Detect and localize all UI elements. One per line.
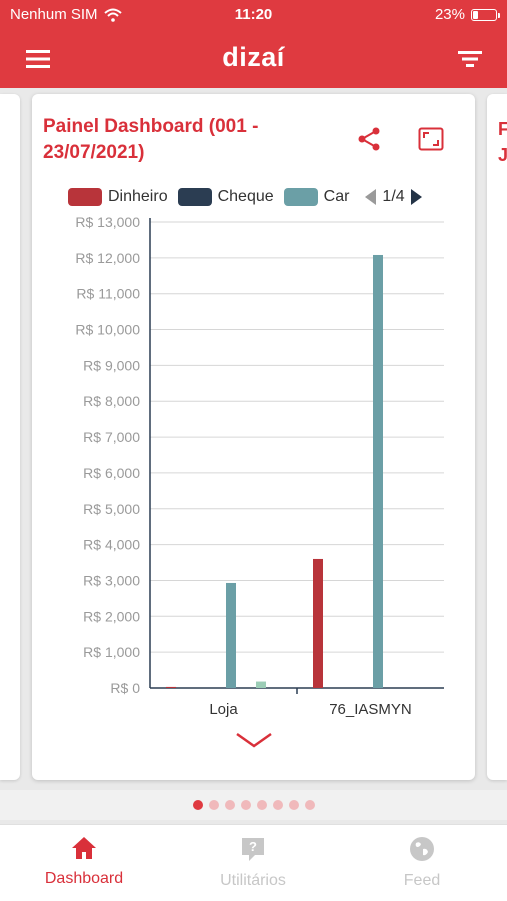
dashboard-card: Painel Dashboard (001 - 23/07/2021) Dinh… bbox=[32, 94, 475, 780]
app-bar: dizaí bbox=[0, 30, 507, 88]
battery-level-fill bbox=[473, 10, 478, 19]
pagination-dot[interactable] bbox=[240, 800, 251, 810]
bar bbox=[313, 558, 323, 688]
tab-dashboard[interactable]: Dashboard bbox=[24, 835, 144, 888]
legend-label: Cheque bbox=[217, 188, 274, 205]
bar bbox=[256, 681, 266, 688]
bar-chart: R$ 0 R$ 1,000 R$ 2,000 R$ 3,000 R$ 4,000 R$ 5… bbox=[75, 214, 444, 718]
x-tick-label: Loja bbox=[209, 701, 238, 718]
status-bar: Nenhum SIM 11:20 23% bbox=[0, 0, 507, 30]
pagination-dot[interactable] bbox=[192, 800, 203, 810]
legend-label: Car bbox=[323, 188, 350, 205]
bar bbox=[226, 582, 236, 688]
battery-percent: 23% bbox=[434, 6, 465, 23]
card-title: Painel Dashboard (001 - 23/07/2021) bbox=[43, 116, 259, 163]
next-card-title: F J bbox=[498, 119, 507, 165]
legend-next-arrow-icon[interactable] bbox=[410, 189, 422, 205]
legend-prev-arrow-icon[interactable] bbox=[365, 189, 377, 205]
tab-label: Dashboard bbox=[44, 870, 124, 887]
y-tick-label: R$ 9,000 bbox=[83, 357, 140, 373]
app-logo: dizaí bbox=[222, 42, 285, 72]
y-tick-label: R$ 4,000 bbox=[83, 537, 140, 553]
pagination-dot[interactable] bbox=[256, 800, 267, 810]
y-tick-label: R$ 12,000 bbox=[75, 250, 140, 266]
tab-label: Utilitários bbox=[220, 872, 286, 889]
y-tick-label: R$ 8,000 bbox=[83, 393, 140, 409]
bar bbox=[166, 686, 176, 688]
wifi-icon bbox=[103, 8, 122, 22]
legend-page-indicator: 1/4 bbox=[382, 188, 405, 205]
previous-card-peek[interactable] bbox=[0, 94, 20, 780]
fullscreen-icon[interactable] bbox=[418, 127, 444, 151]
y-tick-label: R$ 11,000 bbox=[76, 286, 140, 302]
legend-label: Dinheiro bbox=[108, 188, 168, 205]
y-tick-label: R$ 13,000 bbox=[75, 214, 140, 230]
battery-group: 23% bbox=[434, 6, 500, 23]
legend-swatch bbox=[68, 188, 102, 206]
legend-item-dinheiro[interactable]: Dinheiro bbox=[68, 188, 168, 206]
filter-icon[interactable] bbox=[455, 46, 485, 72]
chart-legend: Dinheiro Cheque Car 1/4 bbox=[68, 186, 422, 208]
y-tick-label: R$ 7,000 bbox=[83, 429, 140, 445]
bar bbox=[373, 254, 383, 688]
x-tick-label: 76_IASMYN bbox=[329, 701, 412, 718]
y-tick-label: R$ 10,000 bbox=[75, 322, 140, 338]
pagination-dot[interactable] bbox=[272, 800, 283, 810]
home-icon bbox=[72, 837, 96, 859]
legend-swatch bbox=[283, 188, 318, 206]
y-tick-label: R$ 1,000 bbox=[83, 644, 140, 660]
y-tick-label: R$ 5,000 bbox=[83, 501, 140, 517]
tab-utilitarios[interactable]: ? Utilitários bbox=[193, 835, 313, 890]
hamburger-menu-icon[interactable] bbox=[24, 46, 54, 72]
card-pagination-dots bbox=[0, 790, 507, 820]
next-card-peek[interactable]: F J bbox=[487, 94, 507, 780]
chevron-down-icon[interactable] bbox=[234, 730, 274, 750]
legend-item-car[interactable]: Car bbox=[283, 188, 350, 206]
bottom-tab-bar: Dashboard ? Utilitários Feed bbox=[0, 824, 507, 901]
carrier-label: Nenhum SIM bbox=[10, 6, 98, 23]
help-icon: ? bbox=[242, 838, 264, 861]
battery-icon bbox=[471, 8, 500, 21]
legend-pager: 1/4 bbox=[365, 188, 422, 206]
pagination-dot[interactable] bbox=[224, 800, 235, 810]
y-tick-label: R$ 6,000 bbox=[83, 465, 140, 481]
legend-swatch bbox=[177, 188, 212, 206]
tab-feed[interactable]: Feed bbox=[362, 835, 482, 890]
svg-text:?: ? bbox=[249, 839, 257, 854]
legend-item-cheque[interactable]: Cheque bbox=[177, 188, 274, 206]
pagination-dot[interactable] bbox=[208, 800, 219, 810]
y-tick-label: R$ 3,000 bbox=[83, 572, 140, 588]
pagination-dot[interactable] bbox=[288, 800, 299, 810]
y-tick-label: R$ 0 bbox=[110, 680, 140, 696]
clock-time: 11:20 bbox=[234, 6, 273, 23]
tab-label: Feed bbox=[403, 872, 441, 889]
y-tick-label: R$ 2,000 bbox=[83, 608, 140, 624]
pagination-dot[interactable] bbox=[304, 800, 315, 810]
share-icon[interactable] bbox=[356, 126, 382, 152]
carrier-group: Nenhum SIM bbox=[10, 6, 122, 23]
globe-icon bbox=[410, 837, 434, 861]
